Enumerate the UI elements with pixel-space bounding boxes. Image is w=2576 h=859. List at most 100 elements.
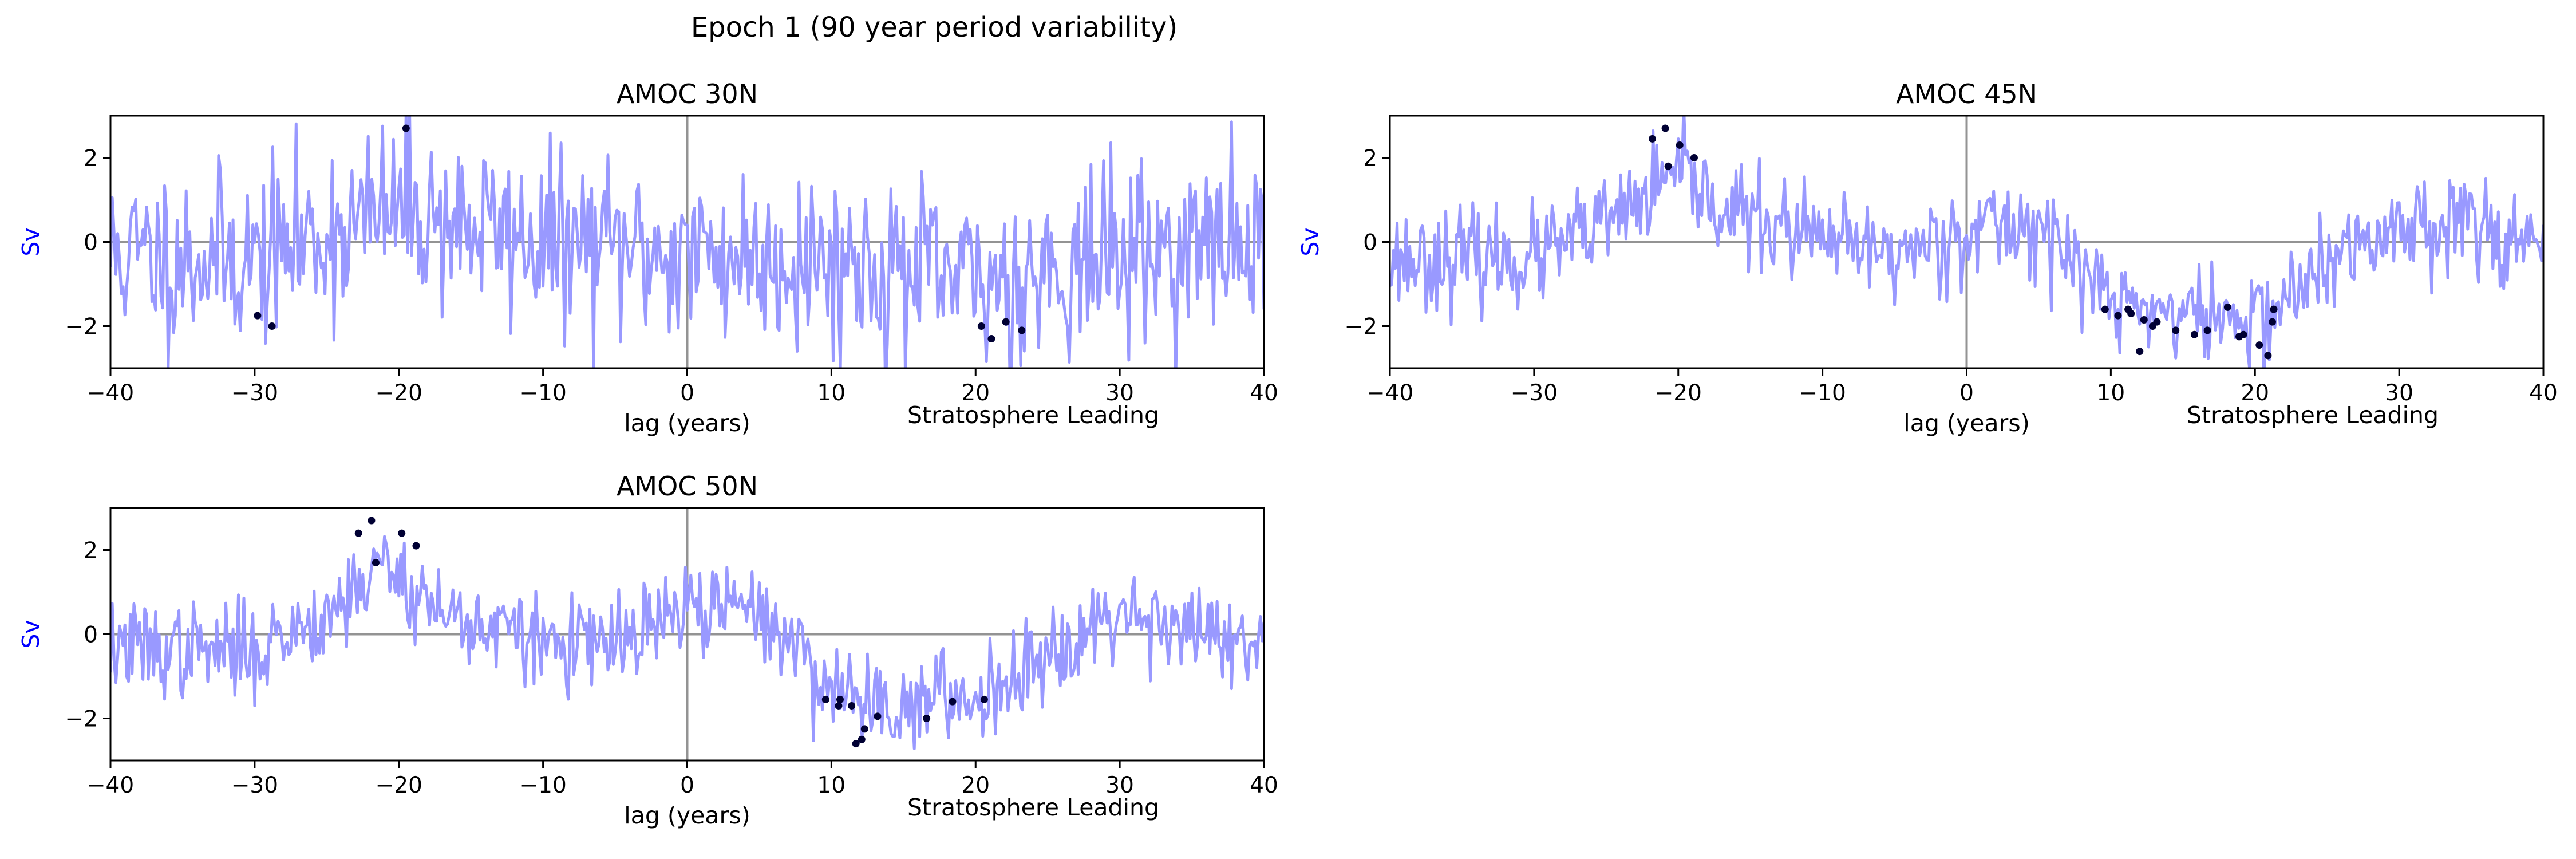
scatter-point (2153, 318, 2161, 326)
scatter-point (848, 702, 856, 710)
scatter-point (836, 695, 844, 703)
scatter-point (2190, 330, 2198, 338)
scatter-point (398, 529, 406, 537)
panel-title: AMOC 30N (617, 78, 758, 109)
stratosphere-leading-annotation: Stratosphere Leading (907, 794, 1159, 821)
scatter-point (923, 715, 931, 722)
x-tick-label: 40 (2529, 380, 2558, 406)
scatter-point (987, 335, 995, 343)
x-tick-label: 10 (817, 773, 846, 798)
scatter-point (852, 740, 860, 748)
x-tick-label: −40 (87, 773, 134, 798)
scatter-point (2101, 305, 2109, 313)
y-tick-label: 0 (1363, 230, 1377, 256)
scatter-point (412, 542, 420, 550)
scatter-point (354, 529, 362, 537)
x-tick-label: 20 (2241, 380, 2269, 406)
y-tick-label: 2 (1363, 146, 1377, 172)
scatter-point (2172, 326, 2180, 334)
stratosphere-leading-annotation: Stratosphere Leading (2187, 401, 2439, 429)
x-tick-label: −40 (87, 380, 134, 406)
scatter-point (977, 322, 985, 330)
scatter-point (2270, 305, 2278, 313)
scatter-point (368, 517, 376, 525)
x-tick-label: 30 (2385, 380, 2413, 406)
x-tick-label: −10 (1799, 380, 1846, 406)
x-tick-label: −20 (1655, 380, 1702, 406)
scatter-point (1002, 318, 1010, 326)
series-line (1390, 116, 2543, 368)
scatter-point (835, 702, 843, 710)
x-tick-label: 40 (1250, 773, 1278, 798)
x-axis-label: lag (years) (624, 409, 750, 437)
x-tick-label: −30 (231, 380, 278, 406)
x-tick-label: 20 (961, 380, 990, 406)
scatter-point (949, 698, 957, 706)
y-axis-label: Sv (1297, 227, 1324, 256)
x-axis-label: lag (years) (1903, 409, 2029, 437)
y-tick-label: 2 (84, 146, 98, 172)
scatter-point (2239, 330, 2247, 338)
x-tick-label: −30 (1511, 380, 1558, 406)
scatter-point (1648, 135, 1656, 143)
scatter-point (858, 735, 866, 743)
x-tick-label: −30 (231, 773, 278, 798)
x-tick-label: 20 (961, 773, 990, 798)
x-tick-label: 30 (1105, 773, 1134, 798)
scatter-point (1676, 141, 1684, 149)
x-tick-label: −10 (519, 380, 566, 406)
figure-suptitle: Epoch 1 (90 year period variability) (691, 11, 1178, 44)
scatter-point (1690, 154, 1698, 161)
scatter-point (980, 695, 988, 703)
y-tick-label: −2 (1345, 314, 1378, 340)
scatter-point (1664, 162, 1672, 170)
scatter-point (1661, 124, 1669, 132)
x-tick-label: −10 (519, 773, 566, 798)
x-tick-label: 10 (817, 380, 846, 406)
x-axis-label: lag (years) (624, 802, 750, 829)
y-tick-label: −2 (65, 314, 98, 340)
scatter-point (268, 322, 276, 330)
y-tick-label: 2 (84, 538, 98, 564)
x-tick-label: 0 (1959, 380, 1974, 406)
scatter-point (860, 725, 868, 733)
panel-title: AMOC 50N (617, 471, 758, 502)
scatter-point (2127, 309, 2135, 317)
x-tick-label: 40 (1250, 380, 1278, 406)
scatter-point (2268, 318, 2276, 326)
scatter-point (402, 124, 410, 132)
scatter-point (821, 695, 829, 703)
y-axis-label: Sv (17, 227, 45, 256)
x-tick-label: 0 (680, 380, 694, 406)
scatter-point (2114, 312, 2122, 320)
scatter-point (2223, 303, 2231, 311)
panel-title: AMOC 45N (1896, 78, 2037, 109)
y-tick-label: −2 (65, 707, 98, 732)
scatter-point (2255, 341, 2263, 349)
scatter-point (254, 312, 262, 320)
x-tick-label: −40 (1366, 380, 1413, 406)
y-axis-label: Sv (17, 620, 45, 648)
x-tick-label: 30 (1105, 380, 1134, 406)
scatter-point (2203, 326, 2211, 334)
scatter-point (2264, 352, 2272, 360)
x-tick-label: 0 (680, 773, 694, 798)
series-line (110, 535, 1264, 750)
x-tick-label: −20 (376, 773, 422, 798)
y-tick-label: 0 (84, 230, 98, 256)
scatter-point (1018, 326, 1026, 334)
x-tick-label: −20 (376, 380, 422, 406)
scatter-point (2140, 316, 2148, 324)
stratosphere-leading-annotation: Stratosphere Leading (907, 401, 1159, 429)
scatter-point (372, 559, 380, 567)
x-tick-label: 10 (2097, 380, 2125, 406)
scatter-point (2136, 348, 2144, 356)
scatter-point (874, 712, 882, 720)
series-line (110, 116, 1264, 368)
y-tick-label: 0 (84, 622, 98, 648)
